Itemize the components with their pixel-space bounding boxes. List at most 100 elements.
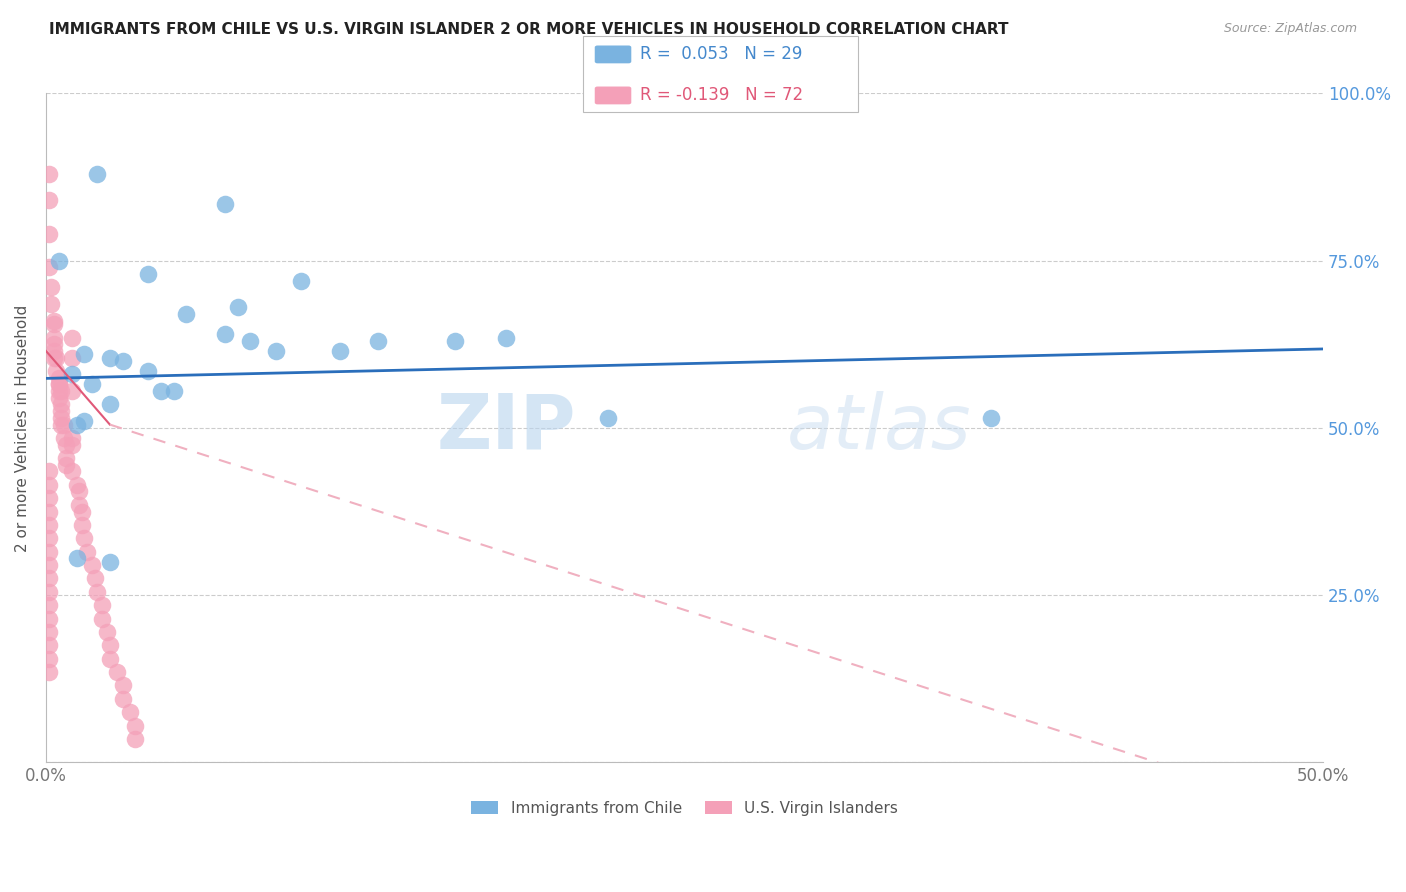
Point <box>73 347 96 361</box>
Point <box>264 343 287 358</box>
Point <box>86 584 108 599</box>
Point <box>73 531 96 545</box>
Point <box>42 343 65 358</box>
Point <box>38 464 60 478</box>
Point <box>80 558 103 572</box>
Point <box>42 351 65 365</box>
Point <box>51 384 73 398</box>
Text: R = -0.139   N = 72: R = -0.139 N = 72 <box>640 87 803 104</box>
Point <box>73 414 96 428</box>
Point <box>38 531 60 545</box>
Point <box>163 384 186 398</box>
Point <box>42 317 65 331</box>
Point <box>38 651 60 665</box>
Point <box>96 624 118 639</box>
Point <box>51 404 73 418</box>
Point <box>38 558 60 572</box>
Point <box>65 551 87 566</box>
Point <box>38 194 60 208</box>
Point <box>42 314 65 328</box>
Text: atlas: atlas <box>787 391 972 465</box>
Text: ZIP: ZIP <box>436 391 576 465</box>
Point <box>495 330 517 344</box>
Point <box>226 301 249 315</box>
Point <box>214 327 236 342</box>
Point <box>596 410 619 425</box>
Point <box>51 417 73 432</box>
Point <box>60 368 83 382</box>
Point <box>80 377 103 392</box>
Point <box>149 384 172 398</box>
Point <box>48 377 70 392</box>
Point <box>48 370 70 384</box>
Point <box>51 410 73 425</box>
Point <box>55 437 77 451</box>
Point <box>67 498 90 512</box>
Point <box>83 571 105 585</box>
Point <box>38 598 60 612</box>
Point <box>176 307 198 321</box>
Point <box>91 611 114 625</box>
Point <box>45 364 67 378</box>
Point <box>136 267 159 281</box>
Point <box>38 517 60 532</box>
Point <box>42 337 65 351</box>
Point <box>55 450 77 465</box>
Point <box>39 280 62 294</box>
Point <box>60 437 83 451</box>
Point <box>60 330 83 344</box>
Point <box>98 638 121 652</box>
Point <box>38 477 60 491</box>
Point <box>38 504 60 518</box>
Point <box>38 227 60 241</box>
Point <box>38 584 60 599</box>
Point <box>124 731 146 746</box>
Point <box>290 274 312 288</box>
Point <box>111 691 134 706</box>
Point <box>70 517 93 532</box>
Point <box>38 611 60 625</box>
Point <box>39 297 62 311</box>
Point <box>38 260 60 275</box>
Point <box>111 678 134 692</box>
Point <box>48 377 70 392</box>
Point <box>60 431 83 445</box>
Text: Source: ZipAtlas.com: Source: ZipAtlas.com <box>1223 22 1357 36</box>
Point <box>38 571 60 585</box>
Point <box>70 504 93 518</box>
Point <box>51 397 73 411</box>
Point <box>38 544 60 558</box>
Point <box>48 384 70 398</box>
Point <box>38 624 60 639</box>
Point <box>38 665 60 679</box>
Text: IMMIGRANTS FROM CHILE VS U.S. VIRGIN ISLANDER 2 OR MORE VEHICLES IN HOUSEHOLD CO: IMMIGRANTS FROM CHILE VS U.S. VIRGIN ISL… <box>49 22 1008 37</box>
Point <box>48 391 70 405</box>
Y-axis label: 2 or more Vehicles in Household: 2 or more Vehicles in Household <box>15 304 30 551</box>
Legend: Immigrants from Chile, U.S. Virgin Islanders: Immigrants from Chile, U.S. Virgin Islan… <box>465 795 904 822</box>
Point <box>60 384 83 398</box>
Point <box>76 544 98 558</box>
Point <box>86 167 108 181</box>
Point <box>443 334 465 348</box>
Point <box>38 491 60 505</box>
Point <box>52 431 75 445</box>
Point <box>136 364 159 378</box>
Point <box>60 351 83 365</box>
Point <box>980 410 1002 425</box>
Point <box>98 397 121 411</box>
Point <box>367 334 389 348</box>
Point <box>67 484 90 499</box>
Point <box>91 598 114 612</box>
Point <box>45 351 67 365</box>
Point <box>42 330 65 344</box>
Point <box>111 354 134 368</box>
Point <box>55 458 77 472</box>
Point <box>60 464 83 478</box>
Point <box>98 351 121 365</box>
Point <box>329 343 352 358</box>
Point <box>38 638 60 652</box>
Point <box>124 718 146 732</box>
Point <box>107 665 129 679</box>
Point <box>48 253 70 268</box>
Point <box>239 334 262 348</box>
